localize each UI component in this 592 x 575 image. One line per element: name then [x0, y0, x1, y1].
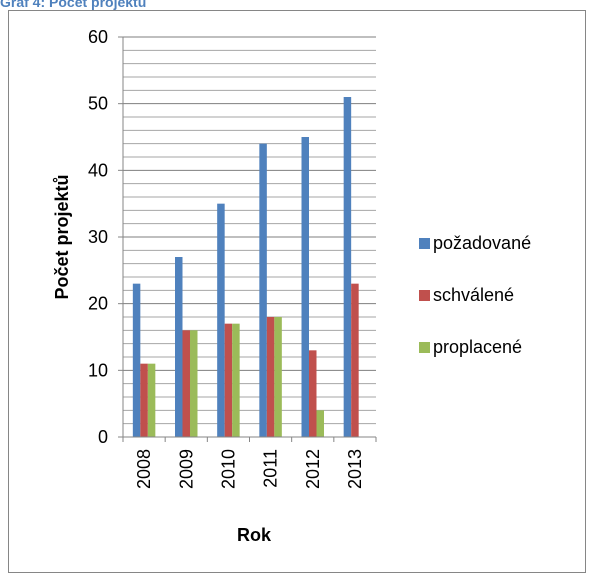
- x-tick-label: 2009: [176, 449, 196, 489]
- bar-2011-2: [266, 317, 275, 437]
- legend-swatch: [419, 342, 430, 353]
- y-tick-label: 30: [88, 227, 108, 247]
- bar-2008-3: [147, 363, 156, 437]
- bar-2010-1: [217, 203, 225, 437]
- x-tick-labels: 2008 2009 2010 2011 2012 2013: [134, 449, 365, 489]
- x-tick-label: 2012: [303, 449, 323, 489]
- x-tick-label: 2008: [134, 449, 154, 489]
- bars: [132, 97, 359, 437]
- bar-2012-2: [309, 350, 317, 437]
- axes: [118, 36, 377, 442]
- bar-2009-1: [175, 257, 183, 437]
- bar-2009-2: [182, 330, 190, 437]
- legend-swatch: [419, 290, 430, 301]
- bar-2009-3: [190, 330, 198, 437]
- chart-caption: Graf 4: Počet projektů: [0, 0, 147, 10]
- y-tick-label: 60: [88, 27, 108, 47]
- y-tick-label: 10: [88, 360, 108, 380]
- y-tick-label: 20: [88, 294, 108, 314]
- x-tick-label: 2010: [218, 449, 238, 489]
- bar-2010-3: [232, 323, 240, 437]
- legend-swatch: [419, 238, 430, 249]
- bar-2010-2: [224, 323, 233, 437]
- bar-2013-1: [343, 97, 352, 437]
- bar-2011-3: [274, 317, 282, 437]
- legend: požadované schválené proplacené: [419, 233, 531, 357]
- bar-2012-3: [316, 410, 324, 437]
- grid-lines: [123, 36, 376, 438]
- legend-label: schválené: [433, 285, 514, 305]
- y-tick-label: 0: [98, 427, 108, 447]
- bar-2008-2: [140, 363, 148, 437]
- x-axis-title: Rok: [237, 525, 272, 545]
- y-tick-labels: 0 10 20 30 40 50 60: [88, 27, 108, 447]
- bar-2013-2: [351, 283, 359, 437]
- bar-2012-1: [301, 137, 309, 437]
- y-axis-title: Počet projektů: [52, 174, 72, 299]
- y-tick-label: 40: [88, 160, 108, 180]
- legend-label: požadované: [433, 233, 531, 253]
- bar-2011-1: [259, 143, 267, 437]
- y-tick-label: 50: [88, 94, 108, 114]
- x-tick-label: 2013: [345, 449, 365, 489]
- legend-label: proplacené: [433, 337, 522, 357]
- bar-2008-1: [132, 283, 141, 437]
- x-tick-label: 2011: [261, 449, 281, 488]
